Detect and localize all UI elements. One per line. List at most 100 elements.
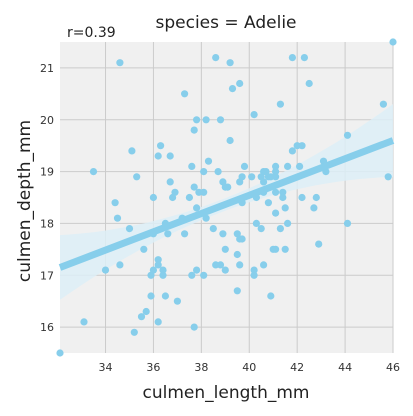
data-point (260, 261, 268, 269)
x-tick-label: 36 (146, 361, 160, 374)
x-tick-label: 40 (242, 361, 256, 374)
data-point (128, 147, 136, 155)
data-point (250, 266, 258, 274)
data-point (149, 193, 157, 202)
data-point (226, 136, 234, 145)
data-point (257, 225, 265, 233)
chart-title: species = Adelie (155, 13, 296, 33)
data-point (284, 162, 292, 170)
data-point (185, 193, 193, 202)
plot-background (60, 42, 393, 353)
data-point (224, 183, 232, 191)
data-point (212, 54, 220, 62)
data-point (272, 245, 280, 253)
data-point (233, 250, 241, 259)
data-point (101, 266, 110, 274)
data-point (202, 116, 210, 124)
data-point (116, 59, 124, 67)
y-tick-labels: 16 17 18 19 20 21 (40, 62, 54, 334)
data-point (272, 188, 280, 196)
data-point (272, 173, 280, 181)
data-point (209, 225, 217, 233)
data-point (166, 178, 174, 186)
data-point (200, 168, 208, 176)
data-point (305, 79, 313, 88)
x-tick-label: 38 (194, 361, 208, 374)
data-point (221, 266, 229, 274)
data-point (248, 173, 256, 181)
data-points (56, 38, 397, 357)
data-point (56, 349, 64, 357)
data-point (272, 168, 280, 176)
data-point (238, 173, 246, 181)
data-point (228, 85, 237, 93)
data-point (288, 54, 296, 62)
data-point (157, 142, 165, 150)
data-point (221, 245, 229, 253)
data-point (312, 193, 320, 202)
data-point (264, 199, 272, 207)
y-tick-label: 21 (40, 62, 54, 75)
x-axis-label: culmen_length_mm (143, 383, 310, 403)
data-point (250, 271, 258, 279)
data-point (125, 225, 134, 233)
data-point (300, 54, 308, 62)
data-point (384, 173, 392, 181)
y-tick-label: 17 (40, 269, 54, 282)
data-point (181, 230, 189, 238)
data-point (214, 168, 222, 176)
data-point (130, 328, 138, 336)
data-point (111, 199, 119, 207)
data-point (298, 193, 306, 202)
data-point (154, 256, 162, 264)
x-tick-label: 44 (338, 361, 352, 374)
data-point (343, 131, 352, 139)
data-point (379, 100, 387, 108)
data-point (315, 240, 323, 248)
data-point (137, 313, 146, 321)
regression-line (58, 137, 395, 271)
data-point (219, 230, 227, 238)
data-point (288, 147, 296, 155)
data-point (238, 235, 246, 243)
data-point (154, 318, 162, 326)
data-point (204, 157, 213, 165)
data-point (296, 162, 304, 170)
data-point (236, 261, 244, 269)
data-point (140, 245, 148, 253)
data-point (193, 204, 201, 212)
data-point (240, 162, 249, 170)
data-point (200, 271, 208, 279)
x-tick-label: 34 (99, 361, 113, 374)
data-point (260, 178, 268, 186)
data-point (272, 162, 280, 170)
data-point (154, 261, 162, 269)
data-point (149, 266, 157, 274)
data-point (250, 111, 258, 119)
y-tick-label: 20 (40, 114, 54, 127)
data-point (133, 173, 141, 181)
correlation-annotation: r=0.39 (67, 25, 116, 41)
x-tick-label: 46 (386, 361, 400, 374)
data-point (298, 142, 306, 150)
data-point (226, 59, 234, 67)
data-point (389, 38, 397, 46)
data-point (267, 292, 275, 300)
data-point (154, 152, 162, 160)
data-point (310, 204, 318, 212)
y-tick-label: 19 (40, 166, 54, 179)
data-point (236, 79, 244, 88)
data-point (281, 245, 289, 253)
data-point (272, 209, 280, 217)
data-point (89, 168, 98, 176)
data-point (164, 230, 172, 238)
data-point (171, 188, 179, 196)
y-tick-label: 18 (40, 217, 54, 230)
regression-line-group (58, 137, 395, 271)
data-point (116, 261, 124, 269)
data-point (193, 266, 201, 274)
data-point (188, 271, 196, 279)
data-point (190, 183, 198, 191)
data-point (147, 292, 155, 300)
